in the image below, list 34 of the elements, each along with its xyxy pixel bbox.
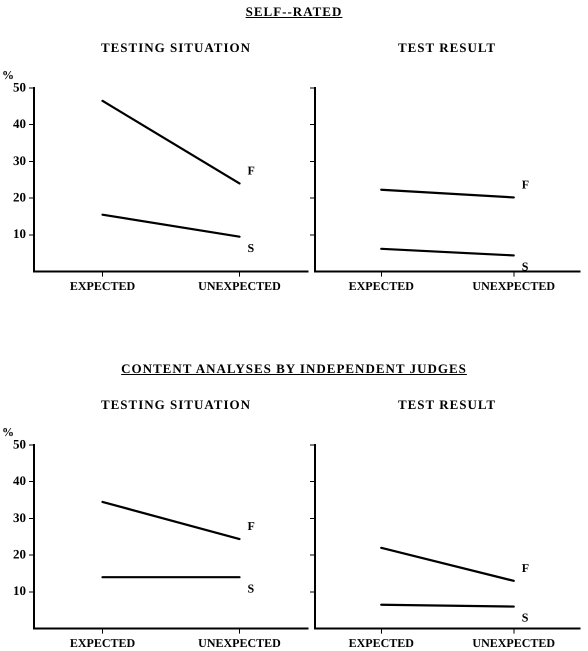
y-tick-label: 50 [13, 79, 26, 94]
series-label: F [522, 178, 530, 192]
series-label: F [248, 519, 255, 534]
chart-subtitle: TESTING SITUATION [100, 397, 252, 413]
series-label: F [522, 560, 530, 575]
y-tick-label: 30 [13, 510, 26, 525]
x-tick-label: UNEXPECTED [198, 636, 282, 650]
y-axis-title: % [2, 425, 14, 440]
x-tick-label: UNEXPECTED [198, 278, 282, 293]
y-tick-label: 40 [13, 473, 26, 488]
chart-subtitle: TEST RESULT [396, 397, 498, 413]
y-tick-label: 10 [13, 583, 26, 598]
chart-title: SELF--RATED [244, 4, 344, 20]
y-tick-label: 30 [13, 152, 26, 168]
series-label: S [522, 610, 529, 625]
chart-subtitle: TEST RESULT [396, 40, 498, 56]
y-axis-title: % [2, 68, 14, 82]
x-tick-label: UNEXPECTED [472, 636, 556, 650]
y-tick-label: 50 [13, 436, 26, 452]
x-tick-label: UNEXPECTED [472, 278, 556, 293]
y-tick-label: 40 [13, 116, 26, 132]
series-label: S [522, 260, 529, 274]
series-label: F [248, 164, 255, 178]
y-tick-label: 10 [13, 226, 26, 242]
y-tick-label: 20 [13, 190, 26, 205]
chart-title: CONTENT ANALYSES BY INDEPENDENT JUDGES [120, 361, 468, 377]
x-tick-label: EXPECTED [70, 278, 136, 293]
series-label: S [248, 240, 254, 255]
y-tick-label: 20 [13, 546, 26, 562]
x-tick-label: EXPECTED [70, 636, 136, 650]
x-tick-label: EXPECTED [348, 278, 414, 293]
x-tick-label: EXPECTED [348, 636, 414, 650]
series-label: S [248, 581, 254, 596]
chart-subtitle: TESTING SITUATION [100, 40, 252, 56]
